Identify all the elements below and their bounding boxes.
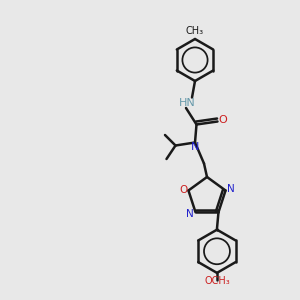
- Text: OCH₃: OCH₃: [204, 276, 230, 286]
- Text: CH₃: CH₃: [186, 26, 204, 37]
- Text: HN: HN: [179, 98, 196, 109]
- Text: O: O: [218, 115, 227, 125]
- Text: N: N: [227, 184, 235, 194]
- Text: O: O: [179, 185, 187, 196]
- Text: N: N: [186, 209, 194, 219]
- Text: N: N: [191, 142, 199, 152]
